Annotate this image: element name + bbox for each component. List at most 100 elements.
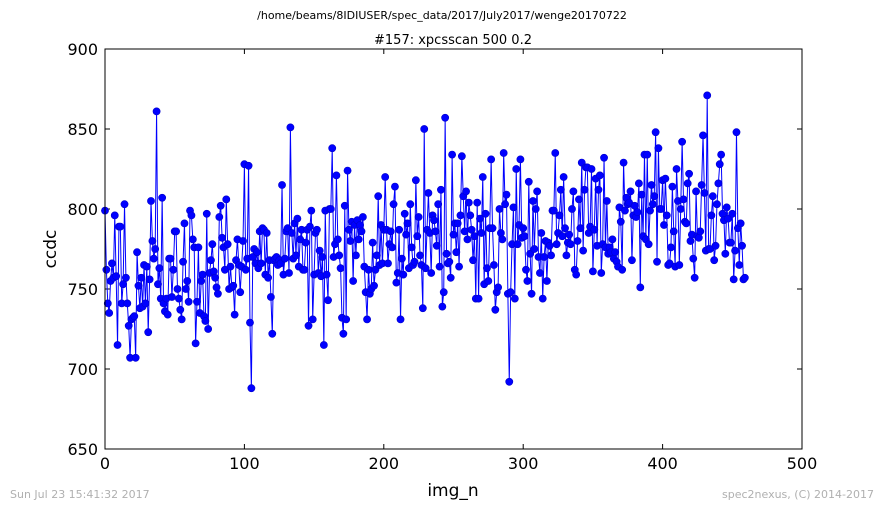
data-point <box>453 219 462 228</box>
y-tick-label: 700 <box>67 360 98 379</box>
data-point <box>280 254 289 263</box>
data-point <box>130 312 139 321</box>
plot-frame <box>104 48 803 450</box>
data-point <box>484 277 493 285</box>
data-point <box>335 251 344 260</box>
data-point <box>402 230 410 239</box>
data-point <box>113 341 122 349</box>
data-point <box>519 224 528 233</box>
data-point <box>194 243 203 252</box>
data-point <box>650 192 659 201</box>
data-point <box>621 206 629 215</box>
data-point <box>124 321 133 330</box>
data-point <box>218 233 226 242</box>
data-point <box>179 257 187 266</box>
data-point <box>533 187 542 196</box>
x-tick-label: 200 <box>369 454 400 473</box>
data-point <box>505 377 514 386</box>
data-point <box>547 251 555 260</box>
x-tick-label: 400 <box>647 454 678 473</box>
data-point <box>636 283 645 292</box>
data-point <box>154 280 162 289</box>
data-point <box>208 240 217 249</box>
data-point <box>438 302 447 311</box>
data-point <box>722 203 731 212</box>
data-point <box>616 217 625 226</box>
data-point <box>683 179 692 188</box>
data-point <box>513 240 522 249</box>
x-axis-label: img_n <box>427 481 478 501</box>
data-point <box>651 128 660 137</box>
data-point <box>467 225 476 234</box>
data-point <box>537 229 546 237</box>
data-point <box>407 243 416 252</box>
data-point <box>558 232 567 241</box>
data-point <box>278 181 286 189</box>
data-point <box>510 294 519 303</box>
data-point <box>119 280 128 289</box>
data-point <box>478 173 487 181</box>
data-point <box>648 200 657 209</box>
data-point <box>432 241 441 250</box>
data-point <box>215 213 224 221</box>
data-point <box>714 179 723 188</box>
data-point <box>386 227 395 236</box>
chart-title: #157: xpcsscan 500 0.2 <box>374 33 532 48</box>
data-point <box>216 201 225 210</box>
data-point <box>699 131 707 140</box>
data-point <box>713 200 721 209</box>
data-point <box>396 315 405 324</box>
data-point <box>449 230 458 239</box>
data-point <box>326 205 335 213</box>
data-point <box>509 203 518 212</box>
data-point <box>647 181 656 189</box>
data-point <box>110 211 119 220</box>
data-point <box>152 107 161 116</box>
y-tick-label: 750 <box>67 280 98 299</box>
data-point <box>158 193 167 202</box>
data-point <box>155 264 164 273</box>
data-point <box>406 200 415 209</box>
data-point <box>487 155 496 164</box>
data-point <box>266 293 275 301</box>
data-point <box>568 205 576 213</box>
data-point <box>257 259 266 268</box>
data-point <box>174 294 183 303</box>
data-point <box>173 285 182 293</box>
data-point <box>342 315 351 324</box>
data-point <box>495 205 504 213</box>
data-point <box>177 315 186 324</box>
data-point <box>307 206 316 215</box>
data-point <box>694 233 703 242</box>
data-point <box>374 192 383 201</box>
data-point <box>483 264 491 273</box>
data-point <box>116 222 125 231</box>
data-point <box>287 229 296 237</box>
data-point <box>201 317 210 325</box>
data-point <box>268 329 277 338</box>
data-point <box>262 229 271 237</box>
data-point <box>569 187 578 196</box>
footer-credit: spec2nexus, (C) 2014-2017 <box>722 488 874 501</box>
data-point <box>180 219 189 228</box>
data-point <box>427 269 436 277</box>
data-point <box>246 318 254 327</box>
data-point <box>470 232 479 241</box>
figure-suptitle: /home/beams/8IDIUSER/spec_data/2017/July… <box>257 9 627 22</box>
data-point <box>696 227 705 236</box>
data-point <box>363 315 371 324</box>
data-point <box>728 209 737 218</box>
data-point <box>430 216 438 225</box>
data-point <box>660 221 668 229</box>
data-point <box>253 248 261 257</box>
data-point <box>414 213 423 221</box>
data-point <box>346 237 355 245</box>
data-point <box>460 227 469 236</box>
data-point <box>646 206 654 215</box>
data-point <box>463 235 472 244</box>
data-point <box>669 227 678 236</box>
data-point <box>211 273 220 282</box>
data-point <box>418 304 427 313</box>
data-point <box>340 201 349 210</box>
data-point <box>476 214 484 223</box>
